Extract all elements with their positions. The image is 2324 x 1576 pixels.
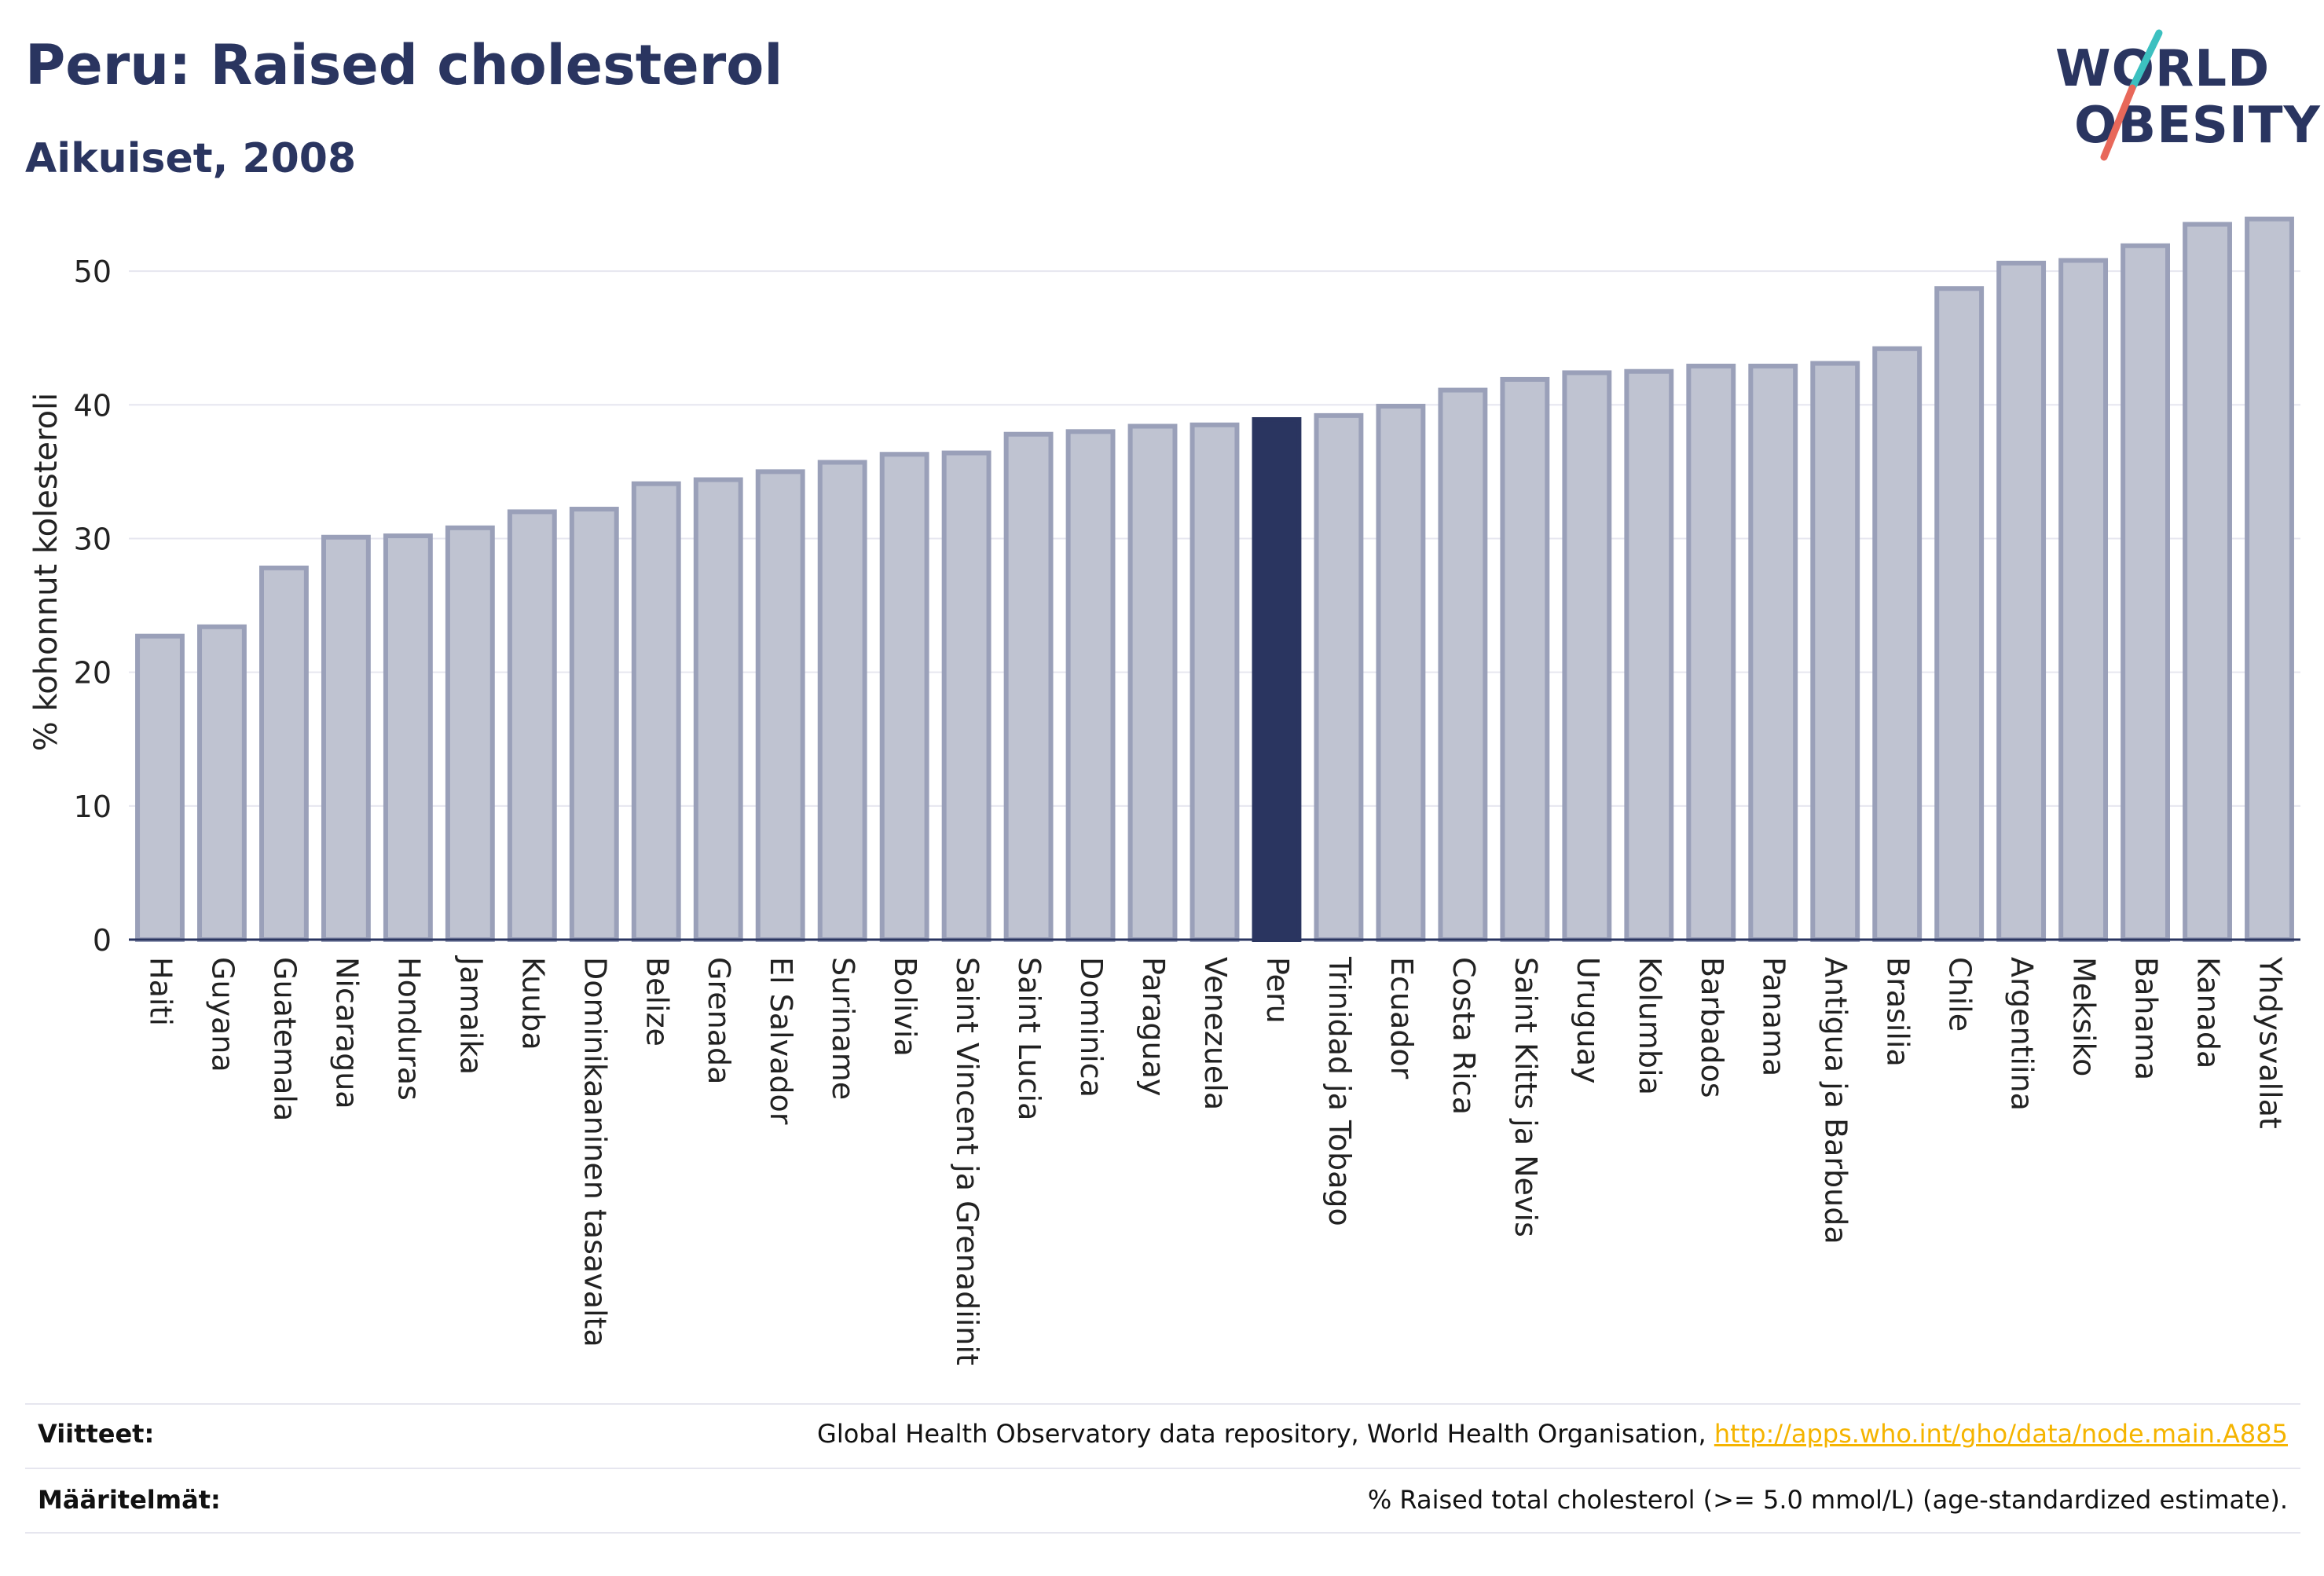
x-tick-label: Barbados xyxy=(1695,957,1729,1098)
bar xyxy=(817,460,867,942)
definitions-text: % Raised total cholesterol (>= 5.0 mmol/… xyxy=(1367,1485,2288,1515)
x-tick-label: Argentiina xyxy=(2005,957,2040,1111)
footer-divider-top xyxy=(25,1403,2300,1405)
world-obesity-logo: WORLD OBESITY xyxy=(2043,24,2320,165)
bar xyxy=(1438,387,1488,942)
bar xyxy=(197,624,247,942)
x-tick-label: Bolivia xyxy=(888,957,922,1057)
bar xyxy=(2245,216,2294,943)
logo-line-1: WORLD xyxy=(2055,40,2271,98)
x-tick-label: Costa Rica xyxy=(1446,957,1481,1115)
x-tick-label: Uruguay xyxy=(1571,957,1605,1084)
x-tick-label: Dominikaaninen tasavalta xyxy=(577,957,612,1347)
x-tick-label: Yhdysvallat xyxy=(2253,956,2288,1129)
x-tick-label: Paraguay xyxy=(1136,957,1171,1096)
bar xyxy=(1376,403,1426,942)
footer-divider-middle xyxy=(25,1468,2300,1469)
bar xyxy=(383,533,433,942)
bar xyxy=(1003,431,1054,942)
y-axis-label: % kohonnut kolesteroli xyxy=(28,393,64,752)
bar xyxy=(755,469,805,942)
x-tick-label: Kanada xyxy=(2191,957,2226,1068)
bar xyxy=(1686,363,1736,943)
footer-divider-bottom xyxy=(25,1532,2300,1534)
chart-title: Peru: Raised cholesterol xyxy=(25,33,783,97)
bar xyxy=(1189,422,1240,942)
x-tick-label: Suriname xyxy=(826,957,860,1100)
bar xyxy=(1314,412,1364,942)
x-tick-label: Kolumbia xyxy=(1633,957,1667,1095)
x-tick-label: Chile xyxy=(1943,957,1978,1032)
sources-value: Global Health Observatory data repositor… xyxy=(817,1419,2288,1449)
footer-sources-row: Viitteet: Global Health Observatory data… xyxy=(25,1419,2300,1466)
bar xyxy=(445,525,495,942)
bar xyxy=(1872,346,1923,942)
y-tick-label: 50 xyxy=(74,255,112,289)
x-tick-label: Saint Kitts ja Nevis xyxy=(1508,957,1543,1237)
bar xyxy=(258,565,309,942)
bar xyxy=(941,450,992,942)
logo-slash-icon xyxy=(2100,29,2163,161)
bar-highlighted xyxy=(1252,416,1302,942)
bar xyxy=(1810,361,1860,942)
x-tick-label: Venezuela xyxy=(1198,957,1233,1110)
x-tick-label: Panama xyxy=(1757,957,1791,1076)
chart-subtitle: Aikuiset, 2008 xyxy=(25,135,357,182)
x-tick-label: Belize xyxy=(640,957,674,1046)
x-tick-label: Antigua ja Barbuda xyxy=(1819,957,1853,1244)
bar xyxy=(693,477,743,942)
bar xyxy=(321,534,371,942)
bar xyxy=(2121,243,2171,943)
bar xyxy=(1624,368,1674,942)
bar xyxy=(1127,423,1178,942)
x-tick-label: Honduras xyxy=(391,957,426,1101)
x-tick-label: Bahama xyxy=(2129,957,2164,1080)
x-tick-label: Dominica xyxy=(1074,957,1109,1098)
y-tick-label: 30 xyxy=(74,522,112,556)
x-tick-label: Guyana xyxy=(205,957,240,1072)
bar xyxy=(1996,260,2047,942)
y-tick-label: 40 xyxy=(74,388,112,423)
x-tick-label: Peru xyxy=(1260,957,1295,1024)
bar xyxy=(2058,258,2109,942)
bar xyxy=(135,633,185,942)
x-tick-label: Meksiko xyxy=(2067,957,2102,1076)
x-tick-label: Brasilia xyxy=(1881,957,1915,1067)
bar xyxy=(1500,376,1550,942)
x-tick-label: Saint Lucia xyxy=(1012,957,1047,1120)
x-tick-label: Jamaika xyxy=(453,955,488,1075)
x-tick-label: Grenada xyxy=(702,957,736,1084)
x-tick-label: Saint Vincent ja Grenadiinit xyxy=(950,957,984,1365)
bar xyxy=(879,452,929,942)
bar-chart: 0 10 20 30 40 50 % kohonnut kolesteroli Haiti Gu… xyxy=(28,216,2300,1365)
bar xyxy=(569,507,619,942)
bar xyxy=(507,509,557,942)
x-tick-label: Nicaragua xyxy=(329,957,364,1109)
bar xyxy=(1562,370,1612,942)
sources-link[interactable]: http://apps.who.int/gho/data/node.main.A… xyxy=(1714,1419,2288,1449)
sources-text: Global Health Observatory data repositor… xyxy=(817,1419,1714,1449)
x-tick-label: El Salvador xyxy=(764,957,798,1125)
x-tick-label: Haiti xyxy=(143,957,178,1026)
x-tick-label: Kuuba xyxy=(515,957,550,1050)
bar xyxy=(1934,286,1985,942)
x-tick-label: Guatemala xyxy=(267,957,302,1121)
footer-definitions-row: Määritelmät: % Raised total cholesterol … xyxy=(25,1485,2300,1532)
y-tick-label: 10 xyxy=(74,790,112,824)
bar xyxy=(1065,429,1116,942)
bar xyxy=(631,481,681,942)
bar xyxy=(1748,363,1798,943)
y-tick-label: 0 xyxy=(93,923,112,958)
definitions-label: Määritelmät: xyxy=(38,1485,221,1515)
sources-label: Viitteet: xyxy=(38,1419,155,1449)
bar xyxy=(2183,222,2232,942)
x-tick-label: Trinidad ja Tobago xyxy=(1322,956,1357,1226)
x-tick-label: Ecuador xyxy=(1384,957,1419,1079)
y-tick-label: 20 xyxy=(74,656,112,691)
